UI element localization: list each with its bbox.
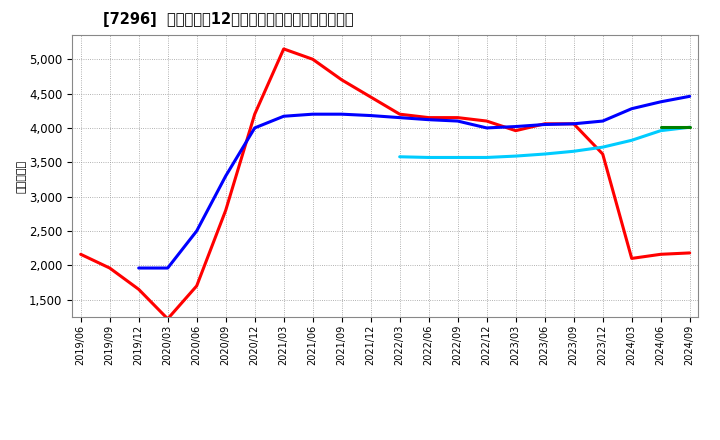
- Y-axis label: （百万円）: （百万円）: [16, 159, 26, 193]
- Text: [7296]  当期純利益12か月移動合計の標準偏差の推移: [7296] 当期純利益12か月移動合計の標準偏差の推移: [104, 12, 354, 27]
